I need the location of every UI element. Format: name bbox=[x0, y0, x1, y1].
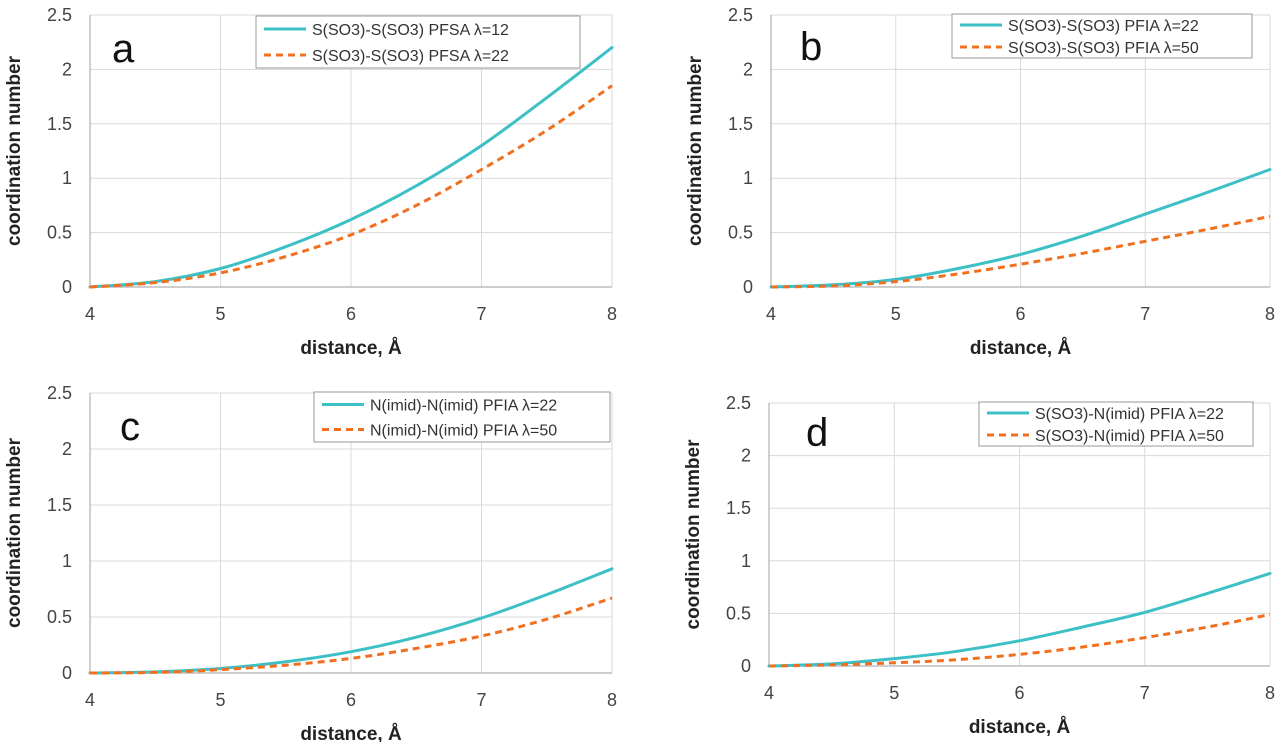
y-tick-label: 2.5 bbox=[47, 5, 72, 25]
legend-label: S(SO3)-S(SO3) PFSA λ=12 bbox=[312, 22, 509, 39]
x-tick-label: 5 bbox=[215, 690, 225, 710]
x-tick-label: 7 bbox=[476, 690, 486, 710]
x-tick-label: 4 bbox=[85, 304, 95, 324]
x-tick-label: 5 bbox=[891, 304, 901, 324]
chart-panel-a: 4 5 6 7 8 0 0.5 1 1.5 2 2.5 distance, Å coordination… bbox=[4, 5, 617, 359]
y-tick-label: 2 bbox=[743, 59, 753, 79]
y-tick-label: 0 bbox=[62, 277, 72, 297]
y-tick-label: 2 bbox=[62, 59, 72, 79]
y-tick-label: 1.5 bbox=[726, 498, 751, 518]
y-tick-label: 1 bbox=[62, 551, 72, 571]
y-tick-label: 1.5 bbox=[47, 114, 72, 134]
x-tick-label: 8 bbox=[607, 690, 617, 710]
y-axis-title: coordination number bbox=[685, 55, 706, 246]
y-axis-title: coordination number bbox=[683, 439, 704, 630]
series-line-1 bbox=[767, 571, 1272, 668]
x-tick-label: 6 bbox=[346, 304, 356, 324]
legend: S(SO3)-N(imid) PFIA λ=22 S(SO3)-N(imid) P… bbox=[978, 401, 1254, 447]
legend-label: S(SO3)-S(SO3) PFSA λ=22 bbox=[312, 48, 509, 65]
y-tick-label: 0 bbox=[741, 656, 751, 676]
x-tick-label: 4 bbox=[85, 690, 95, 710]
y-tick-label: 1 bbox=[62, 168, 72, 188]
x-tick-label: 6 bbox=[346, 690, 356, 710]
x-tick-label: 8 bbox=[1265, 683, 1275, 703]
x-tick-label: 7 bbox=[1140, 304, 1150, 324]
legend-box bbox=[255, 15, 581, 69]
x-tick-label: 8 bbox=[607, 304, 617, 324]
x-axis-title: distance, Å bbox=[970, 338, 1072, 359]
y-tick-label: 0.5 bbox=[47, 223, 72, 243]
y-tick-label: 0 bbox=[743, 277, 753, 297]
legend-box bbox=[951, 13, 1253, 59]
chart-panel-c: 4 5 6 7 8 0 0.5 1 1.5 2 2.5 distance, Å coordination… bbox=[4, 383, 617, 742]
y-axis-title: coordination number bbox=[4, 55, 25, 246]
y-tick-label: 2.5 bbox=[726, 393, 751, 413]
y-tick-label: 2 bbox=[741, 446, 751, 466]
chart-panel-b: 4 5 6 7 8 0 0.5 1 1.5 2 2.5 distance, Å coordination… bbox=[685, 5, 1275, 359]
panel-letter: a bbox=[112, 27, 135, 71]
y-tick-label: 0 bbox=[62, 663, 72, 683]
legend-box bbox=[978, 401, 1254, 447]
series-line-2 bbox=[89, 84, 613, 289]
y-tick-label: 0.5 bbox=[728, 223, 753, 243]
y-tick-label: 1 bbox=[741, 551, 751, 571]
x-axis-title: distance, Å bbox=[969, 717, 1071, 738]
y-tick-label: 1 bbox=[743, 168, 753, 188]
x-axis-title: distance, Å bbox=[300, 724, 402, 742]
x-tick-label: 7 bbox=[476, 304, 486, 324]
series-line-2 bbox=[768, 613, 1271, 668]
x-tick-label: 5 bbox=[215, 304, 225, 324]
legend-label: N(imid)-N(imid) PFIA λ=22 bbox=[370, 398, 557, 415]
y-tick-label: 1.5 bbox=[728, 114, 753, 134]
series-line-2 bbox=[89, 596, 613, 675]
y-tick-label: 2 bbox=[62, 439, 72, 459]
x-tick-label: 7 bbox=[1140, 683, 1150, 703]
x-tick-label: 4 bbox=[766, 304, 776, 324]
x-tick-label: 5 bbox=[889, 683, 899, 703]
y-tick-label: 1.5 bbox=[47, 495, 72, 515]
y-axis-title: coordination number bbox=[4, 437, 25, 628]
x-tick-label: 6 bbox=[1014, 683, 1024, 703]
legend-label: S(SO3)-N(imid) PFIA λ=50 bbox=[1035, 428, 1224, 445]
legend-label: S(SO3)-S(SO3) PFIA λ=22 bbox=[1008, 18, 1199, 35]
series-line-1 bbox=[88, 46, 614, 289]
y-tick-label: 0.5 bbox=[47, 607, 72, 627]
x-tick-label: 6 bbox=[1015, 304, 1025, 324]
x-axis-title: distance, Å bbox=[300, 338, 402, 359]
legend: S(SO3)-S(SO3) PFIA λ=22 S(SO3)-S(SO3) PFI… bbox=[951, 13, 1253, 59]
chart-panel-d: 4 5 6 7 8 0 0.5 1 1.5 2 2.5 distance, Å coordination… bbox=[683, 393, 1275, 738]
y-tick-label: 0.5 bbox=[726, 603, 751, 623]
x-tick-label: 4 bbox=[764, 683, 774, 703]
legend: S(SO3)-S(SO3) PFSA λ=12 S(SO3)-S(SO3) PFS… bbox=[255, 15, 581, 69]
x-tick-label: 8 bbox=[1265, 304, 1275, 324]
legend: N(imid)-N(imid) PFIA λ=22 N(imid)-N(imid)… bbox=[313, 391, 611, 443]
legend-label: S(SO3)-S(SO3) PFIA λ=50 bbox=[1008, 40, 1199, 57]
series-line-2 bbox=[770, 214, 1271, 289]
legend-label: S(SO3)-N(imid) PFIA λ=22 bbox=[1035, 406, 1224, 423]
legend-box bbox=[313, 391, 611, 443]
y-tick-label: 2.5 bbox=[728, 5, 753, 25]
panel-letter: d bbox=[806, 411, 828, 455]
legend-label: N(imid)-N(imid) PFIA λ=50 bbox=[370, 423, 557, 440]
panel-letter: b bbox=[800, 25, 822, 69]
y-tick-label: 2.5 bbox=[47, 383, 72, 403]
panel-letter: c bbox=[120, 405, 140, 449]
